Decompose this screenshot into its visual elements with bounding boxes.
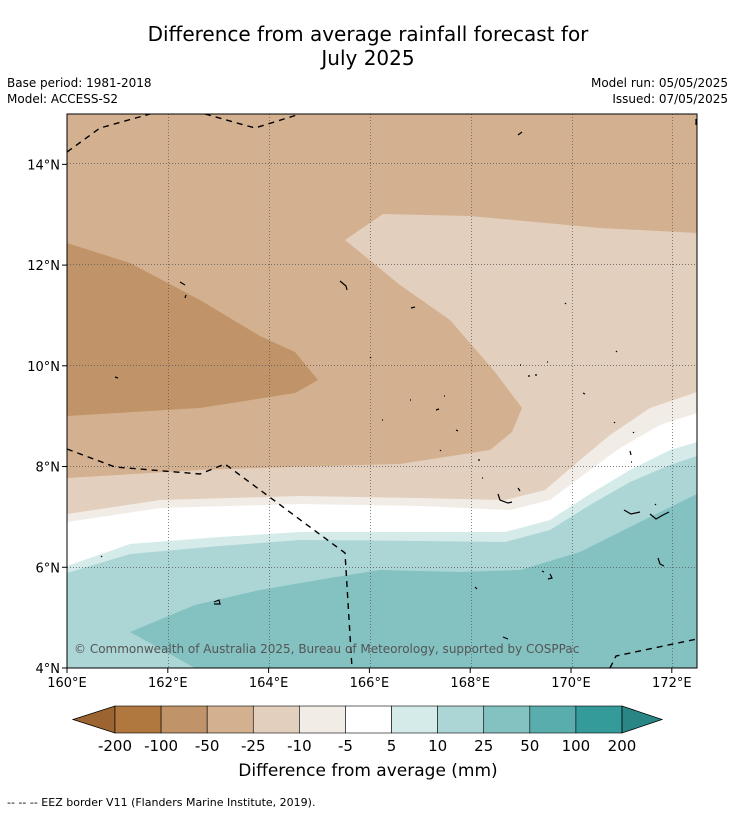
x-tick-label: 168°E bbox=[450, 676, 490, 691]
colorbar-swatch bbox=[299, 705, 346, 734]
copyright-text: © Commonwealth of Australia 2025, Bureau… bbox=[74, 642, 579, 656]
y-tick-label: 14°N bbox=[27, 158, 60, 173]
band-minus-50-100 bbox=[67, 243, 318, 416]
colorbar-tick-label: -200 bbox=[98, 737, 132, 755]
colorbar-swatch bbox=[345, 705, 392, 734]
colorbar-extend-high bbox=[621, 705, 664, 734]
title-line-1: Difference from average rainfall forecas… bbox=[147, 22, 589, 46]
issued-text: Issued: 07/05/2025 bbox=[612, 92, 728, 106]
y-tick-label: 6°N bbox=[36, 561, 61, 576]
colorbar-swatch bbox=[114, 705, 162, 734]
colorbar-swatch bbox=[391, 705, 438, 734]
colorbar-swatch bbox=[575, 705, 623, 734]
islands bbox=[100, 119, 697, 640]
colorbar-tick-label: 200 bbox=[608, 737, 637, 755]
x-tick-label: 164°E bbox=[249, 676, 289, 691]
x-tick-label: 166°E bbox=[350, 676, 390, 691]
colorbar-tick-label: -10 bbox=[287, 737, 312, 755]
colorbar-tick-label: -5 bbox=[338, 737, 353, 755]
y-tick-label: 10°N bbox=[27, 360, 60, 375]
colorbar-swatch bbox=[437, 705, 485, 734]
meta-left: Base period: 1981-2018 Model: ACCESS-S2 bbox=[7, 75, 152, 107]
colorbar-tick-label: 10 bbox=[428, 737, 447, 755]
x-axis-ticks: 160°E 162°E 164°E 166°E 168°E 170°E 172°E bbox=[47, 668, 692, 691]
colorbar-title: Difference from average (mm) bbox=[238, 761, 498, 781]
x-tick-label: 162°E bbox=[148, 676, 188, 691]
map-plot-area bbox=[67, 114, 697, 668]
y-axis-ticks: 4°N 6°N 8°N 10°N 12°N 14°N bbox=[27, 158, 67, 677]
colorbar-tick-label: -25 bbox=[241, 737, 266, 755]
colorbar-tick-label: -100 bbox=[144, 737, 178, 755]
colorbar-swatch bbox=[160, 705, 208, 734]
base-period-text: Base period: 1981-2018 bbox=[7, 76, 152, 90]
page-title: Difference from average rainfall forecas… bbox=[0, 22, 736, 70]
colorbar-tick-label: 100 bbox=[562, 737, 591, 755]
y-tick-label: 4°N bbox=[36, 662, 61, 677]
x-tick-label: 160°E bbox=[47, 676, 87, 691]
colorbar-extend-low bbox=[71, 705, 116, 734]
map-frame bbox=[66, 113, 698, 669]
colorbar: -200 -100 -50 -25 -10 -5 5 10 25 50 100 200 bbox=[71, 705, 664, 755]
x-tick-label: 170°E bbox=[551, 676, 591, 691]
x-tick-label: 172°E bbox=[652, 676, 692, 691]
model-text: Model: ACCESS-S2 bbox=[7, 92, 119, 106]
eez-borders bbox=[67, 114, 697, 668]
title-line-2: July 2025 bbox=[321, 46, 415, 70]
y-tick-label: 12°N bbox=[27, 259, 60, 274]
colorbar-swatch bbox=[483, 705, 531, 734]
colorbar-swatch bbox=[252, 705, 300, 734]
colorbar-swatch bbox=[206, 705, 254, 734]
y-tick-label: 8°N bbox=[36, 461, 61, 476]
colorbar-tick-label: -50 bbox=[195, 737, 220, 755]
meta-right: Model run: 05/05/2025 Issued: 07/05/2025 bbox=[591, 75, 728, 107]
graticule bbox=[67, 114, 697, 668]
eez-footnote: -- -- -- EEZ border V11 (Flanders Marine… bbox=[7, 796, 316, 809]
colorbar-tick-label: 50 bbox=[520, 737, 539, 755]
colorbar-tick-label: 5 bbox=[387, 737, 397, 755]
colorbar-tick-label: 25 bbox=[474, 737, 493, 755]
band-plus-25-50 bbox=[130, 494, 697, 668]
model-run-text: Model run: 05/05/2025 bbox=[590, 76, 728, 90]
colorbar-swatch bbox=[529, 705, 577, 734]
